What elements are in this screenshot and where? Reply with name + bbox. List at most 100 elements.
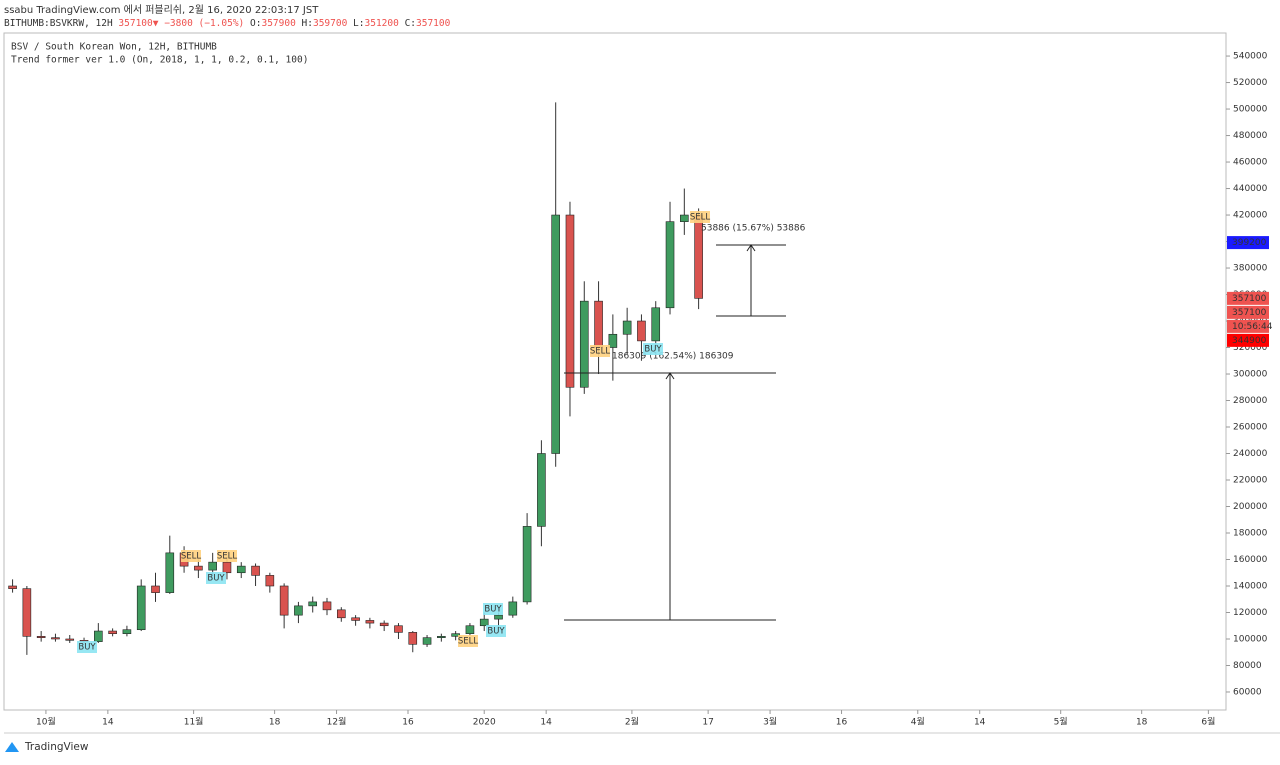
signal-bg	[690, 211, 710, 223]
candle-body	[265, 575, 275, 587]
candle-body	[208, 561, 217, 571]
candle-body	[94, 630, 103, 642]
x-tick-label: 2월	[625, 716, 639, 728]
y-tick-label: 80000	[1233, 661, 1262, 671]
candle-body	[422, 637, 432, 645]
candle-body	[465, 625, 475, 634]
signal-bg	[590, 345, 610, 357]
x-tick-label: 3월	[763, 716, 777, 728]
ohlc-key: L:	[353, 18, 364, 29]
x-tick-label: 11월	[184, 716, 204, 728]
candle-body	[36, 636, 46, 638]
candle-body	[8, 585, 17, 589]
y-tick-label: 300000	[1233, 370, 1268, 380]
candle-body	[194, 565, 203, 571]
y-tick-label: 520000	[1233, 78, 1268, 88]
price-tag-label: 344900	[1232, 336, 1267, 346]
x-tick-label: 2020	[473, 718, 496, 728]
y-tick-label: 500000	[1233, 105, 1268, 115]
x-tick-label: 5월	[1054, 716, 1068, 728]
candle-body	[479, 618, 489, 627]
candle-body	[394, 625, 403, 633]
signal-label: BUY	[78, 643, 96, 653]
ohlc-value: 357900	[261, 18, 296, 29]
publisher: ssabu TradingView.com 에서 퍼블리쉬, 2월 16, 20…	[4, 4, 319, 16]
change: −3800 (−1.05%)	[164, 18, 244, 29]
x-tick-label: 12월	[327, 716, 347, 728]
y-tick-label: 100000	[1233, 634, 1268, 644]
x-tick-label: 14	[974, 718, 986, 728]
x-tick-label: 18	[1136, 718, 1148, 728]
y-tick-label: 440000	[1233, 184, 1268, 194]
candle-body	[308, 601, 318, 607]
signal-label: SELL	[690, 213, 711, 223]
y-tick-label: 540000	[1233, 52, 1268, 62]
y-tick-label: 200000	[1233, 502, 1268, 512]
signal-bg	[181, 550, 201, 562]
change-arrow: ▼	[153, 18, 159, 29]
x-tick-label: 18	[269, 718, 281, 728]
y-tick-label: 380000	[1233, 264, 1268, 274]
ohlc-key: O:	[250, 18, 261, 29]
signal-bg	[458, 635, 478, 647]
candle-body	[351, 617, 360, 621]
signal-bg	[77, 641, 97, 653]
y-tick-label: 480000	[1233, 131, 1268, 141]
symbol: BITHUMB:BSVKRW, 12H	[4, 18, 113, 29]
price-tag	[1227, 236, 1269, 250]
candle-body	[508, 601, 518, 616]
candle-body	[537, 453, 546, 527]
candle-body	[151, 585, 160, 593]
measure-label: 186309 (162.54%) 186309	[612, 352, 734, 362]
candle-body	[680, 214, 689, 222]
candle-body	[337, 609, 346, 619]
candle-body	[236, 565, 246, 574]
candle-body	[108, 630, 117, 634]
candle-body	[122, 629, 132, 634]
price-tag	[1227, 291, 1269, 305]
signal-bg	[486, 625, 506, 637]
symbol-line: BITHUMB:BSVKRW, 12H 357100▼ −3800 (−1.05…	[4, 18, 451, 29]
candle-body	[379, 622, 389, 627]
signal-label: SELL	[181, 552, 202, 562]
y-tick-label: 420000	[1233, 211, 1268, 221]
y-tick-label: 180000	[1233, 528, 1268, 538]
candle-body	[494, 614, 503, 620]
candle-body	[608, 333, 618, 348]
logo-icon	[5, 742, 19, 752]
signal-bg	[643, 343, 663, 355]
candle-body	[579, 300, 589, 388]
candle-body	[51, 637, 60, 640]
y-tick-label: 140000	[1233, 581, 1268, 591]
candle-body	[136, 585, 146, 631]
y-tick-label: 240000	[1233, 449, 1268, 459]
x-tick-label: 14	[540, 718, 552, 728]
x-tick-label: 10월	[36, 716, 56, 728]
candle-body	[651, 307, 661, 342]
candle-body	[551, 214, 560, 454]
candle-body	[594, 300, 603, 348]
signal-label: BUY	[207, 574, 225, 584]
signal-label: SELL	[590, 347, 611, 357]
y-tick-label: 320000	[1233, 343, 1268, 353]
last-price: 357100	[118, 18, 153, 29]
candle-body	[279, 585, 289, 616]
signal-label: BUY	[644, 345, 662, 355]
candle-body	[165, 552, 175, 593]
y-tick-label: 220000	[1233, 476, 1268, 486]
candle-body	[622, 320, 632, 335]
price-tag-label: 10:56:44	[1232, 322, 1273, 332]
x-tick-label: 6월	[1201, 716, 1215, 728]
chart-subtitle: Trend former ver 1.0 (On, 2018, 1, 1, 0.…	[11, 55, 308, 66]
y-tick-label: 60000	[1233, 687, 1262, 697]
logo-text: TradingView	[24, 741, 89, 753]
x-tick-label: 16	[836, 718, 848, 728]
candle-body	[251, 565, 260, 576]
plot-frame	[3, 32, 1227, 711]
price-tag-label: 357100	[1232, 308, 1267, 318]
price-tag	[1227, 333, 1269, 347]
ohlc-value: 357100	[416, 18, 451, 29]
measure-label: 53886 (15.67%) 53886	[701, 224, 806, 234]
